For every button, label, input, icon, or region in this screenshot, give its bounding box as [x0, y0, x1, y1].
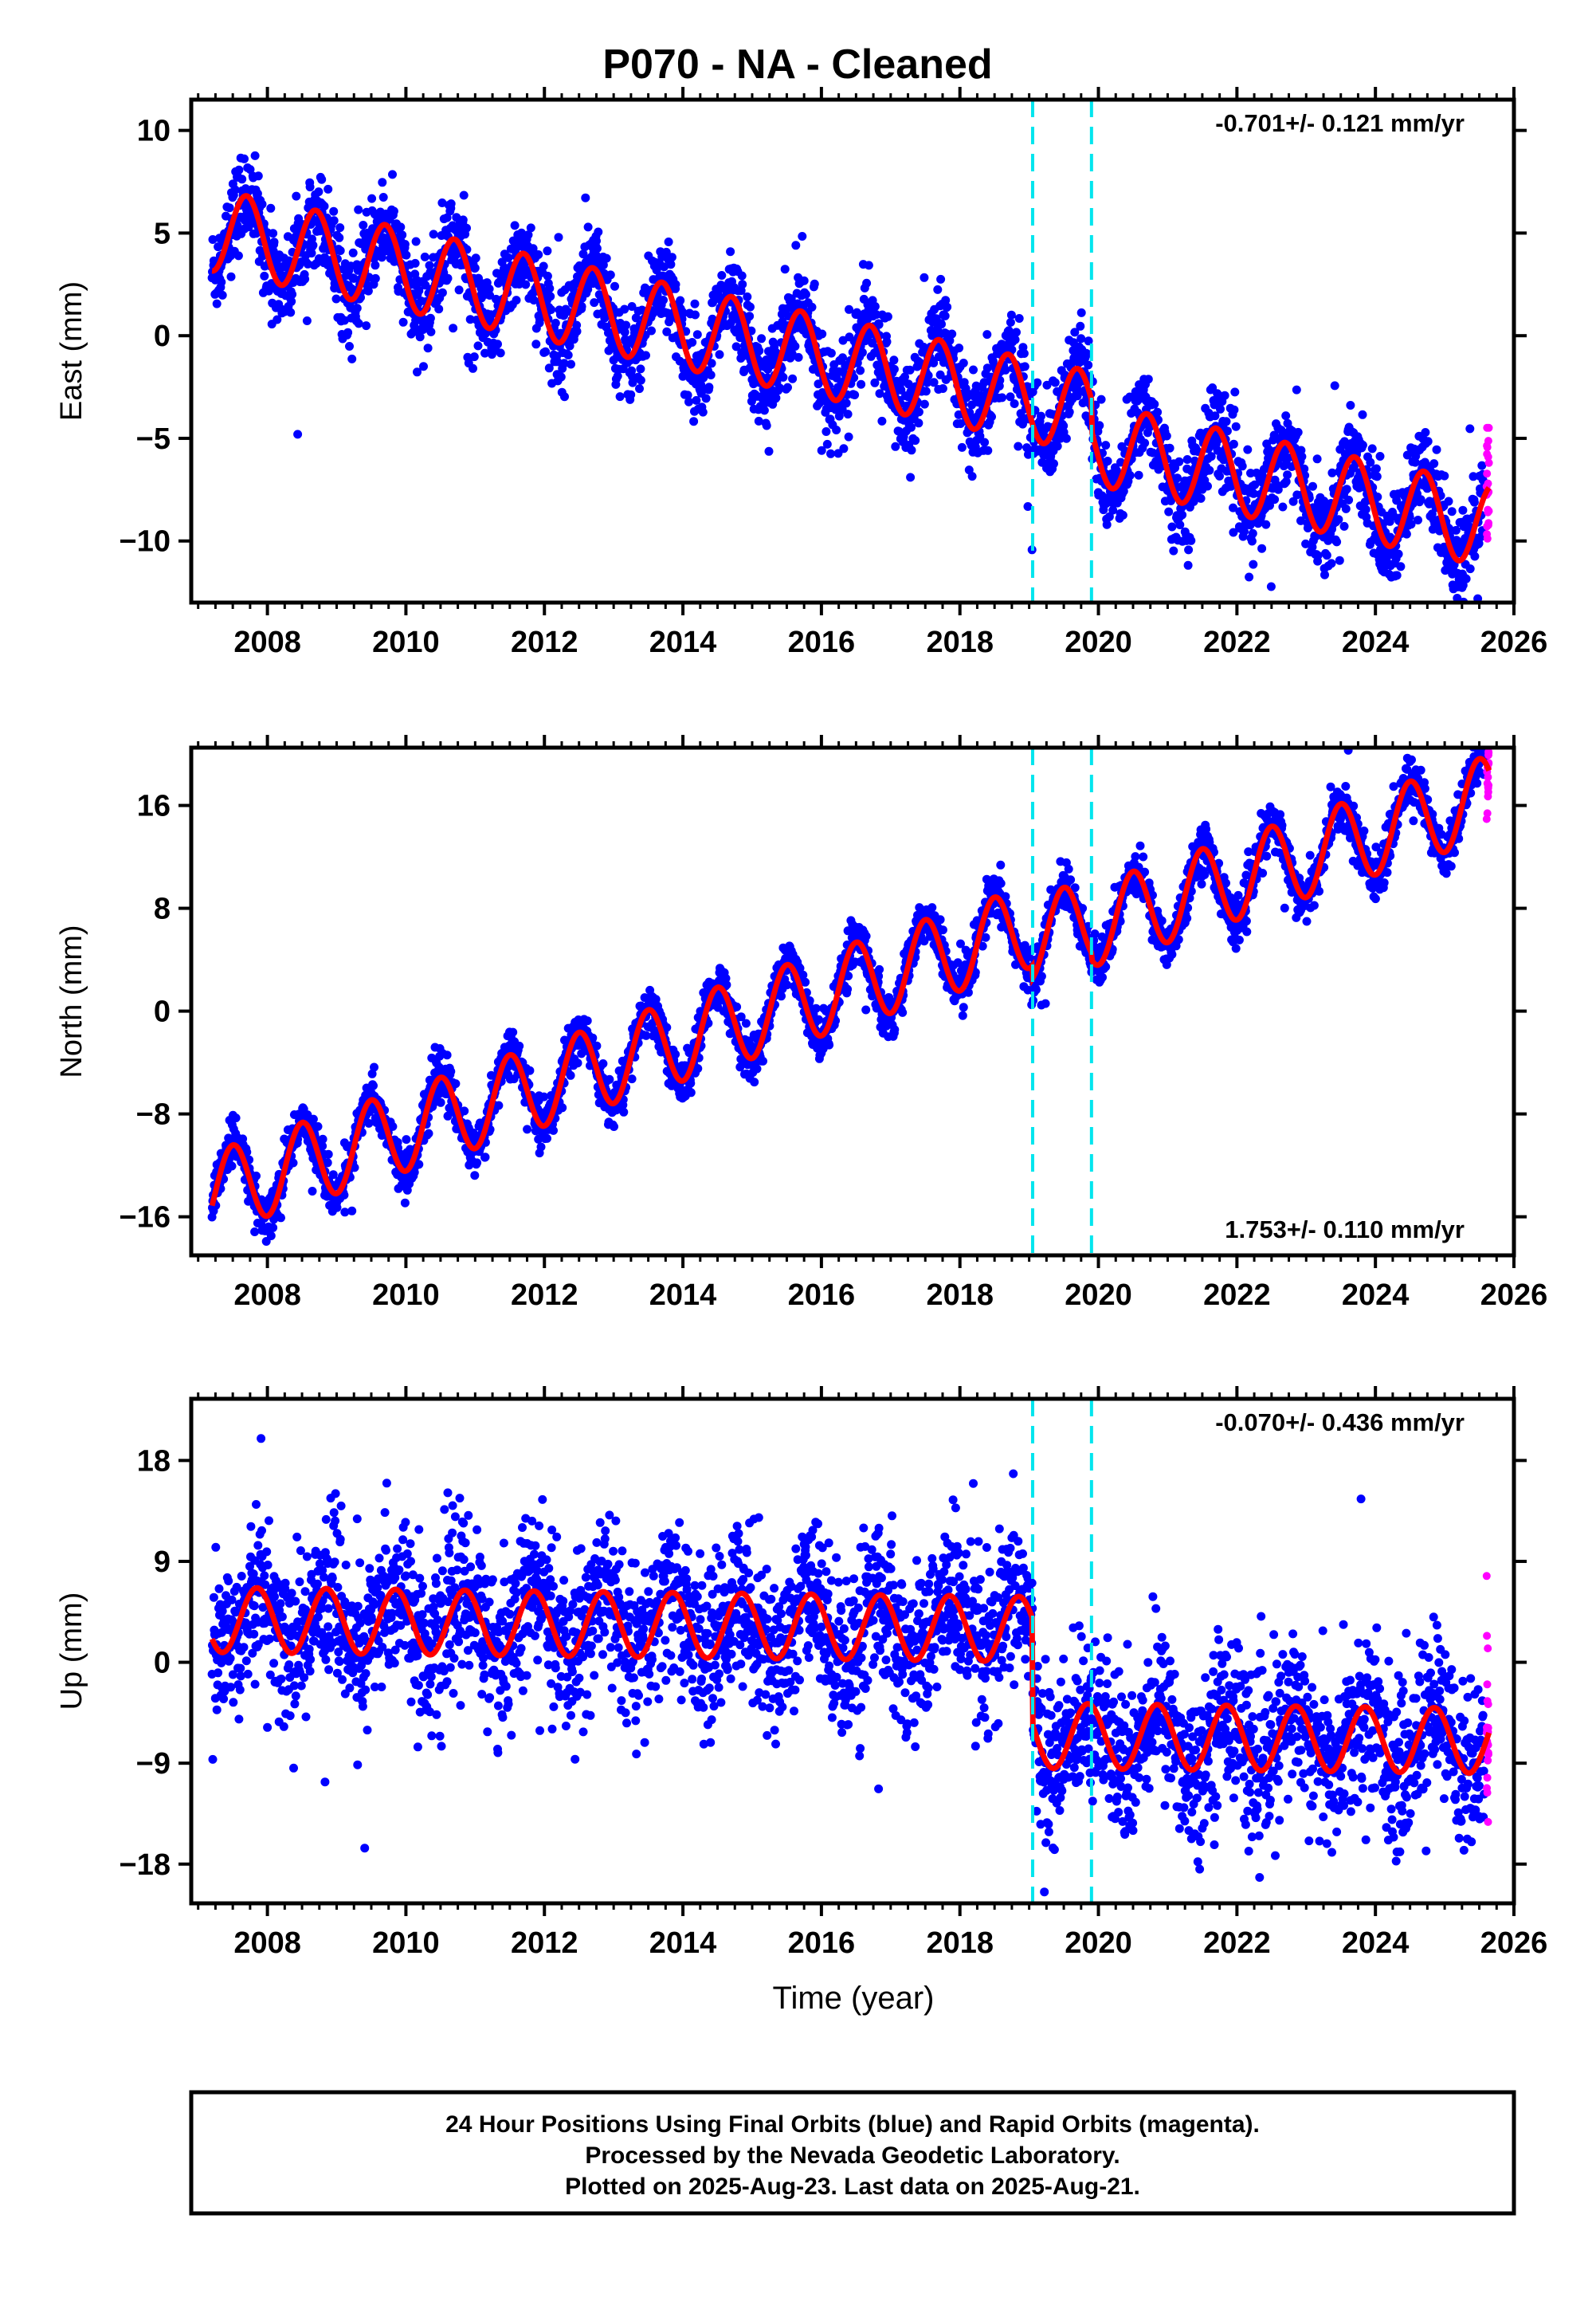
y-tick-label: −8: [136, 1098, 171, 1132]
x-tick-label: 2008: [233, 1278, 301, 1312]
x-tick-label: 2010: [372, 626, 440, 659]
x-tick-label: 2008: [233, 626, 301, 659]
final-orbit-points: [207, 1434, 1489, 1897]
up-panel: 18 9 0 −9 −18 2008 2010 2012 2014 2016 2018 2020 202…: [55, 1386, 1548, 1960]
x-tick-label: 2010: [372, 1926, 440, 1960]
y-tick-label: 10: [137, 115, 171, 148]
x-axis-label: Time (year): [773, 1981, 935, 2016]
x-tick-label: 2018: [926, 1926, 994, 1960]
x-tick-label: 2020: [1065, 626, 1132, 659]
model-fit-line: [211, 193, 1492, 564]
y-axis-label: North (mm): [55, 925, 88, 1078]
y-tick-label: 5: [154, 217, 171, 250]
velocity-rate-label: -0.070+/- 0.436 mm/yr: [1215, 1408, 1465, 1436]
y-tick-label: −18: [120, 1848, 171, 1882]
y-tick-label: 0: [154, 320, 171, 353]
x-tick-label: 2008: [233, 1926, 301, 1960]
velocity-rate-label: -0.701+/- 0.121 mm/yr: [1215, 109, 1465, 137]
y-tick-label: 16: [137, 790, 171, 823]
y-tick-label: 8: [154, 893, 171, 926]
north-panel: 16 8 0 −8 −16 2008 2010 2012 2014 2016 2018 2020 202…: [55, 735, 1548, 1312]
x-tick-label: 2026: [1480, 626, 1548, 659]
x-tick-label: 2024: [1342, 626, 1410, 659]
plot-frame: [189, 1396, 1516, 1906]
footer-line-3: Plotted on 2025-Aug-23. Last data on 202…: [565, 2174, 1140, 2200]
rapid-orbit-points: [1482, 423, 1493, 543]
x-tick-label: 2026: [1480, 1926, 1548, 1960]
x-tick-label: 2014: [649, 626, 717, 659]
chart-title: P070 - NA - Cleaned: [602, 41, 992, 88]
x-tick-label: 2024: [1342, 1926, 1410, 1960]
y-tick-label: −9: [136, 1747, 171, 1781]
y-axis-label: East (mm): [55, 281, 88, 421]
y-tick-label: −16: [120, 1201, 171, 1235]
plot-frame: [189, 745, 1516, 1258]
x-tick-label: 2020: [1065, 1278, 1132, 1312]
x-tick-label: 2014: [649, 1926, 717, 1960]
x-tick-label: 2016: [788, 1926, 856, 1960]
footer-line-2: Processed by the Nevada Geodetic Laborat…: [585, 2142, 1120, 2169]
y-axis-label: Up (mm): [55, 1592, 88, 1710]
x-tick-label: 2012: [511, 626, 578, 659]
model-fit-line: [209, 1585, 1492, 1777]
x-tick-label: 2012: [511, 1278, 578, 1312]
footer-line-1: 24 Hour Positions Using Final Orbits (bl…: [445, 2111, 1260, 2138]
y-tick-label: 18: [137, 1444, 171, 1478]
x-tick-label: 2020: [1065, 1926, 1132, 1960]
x-tick-label: 2016: [788, 1278, 856, 1312]
x-tick-label: 2024: [1342, 1278, 1410, 1312]
east-panel: 10 5 0 −5 −10 2008 2010 2012 2014 2016 2018 2020 202…: [55, 87, 1548, 659]
x-tick-label: 2018: [926, 626, 994, 659]
x-tick-label: 2026: [1480, 1278, 1548, 1312]
x-tick-label: 2022: [1203, 1926, 1271, 1960]
x-tick-label: 2010: [372, 1278, 440, 1312]
footer-box: 24 Hour Positions Using Final Orbits (bl…: [189, 2090, 1516, 2216]
velocity-rate-label: 1.753+/- 0.110 mm/yr: [1225, 1215, 1465, 1243]
x-tick-label: 2018: [926, 1278, 994, 1312]
plot-frame: [189, 97, 1516, 605]
rapid-orbit-points: [1482, 1572, 1492, 1826]
y-tick-label: 0: [154, 1647, 171, 1680]
y-tick-label: 0: [154, 996, 171, 1029]
y-tick-label: 9: [154, 1545, 171, 1579]
x-tick-label: 2012: [511, 1926, 578, 1960]
x-tick-label: 2022: [1203, 626, 1271, 659]
x-tick-label: 2016: [788, 626, 856, 659]
x-tick-label: 2022: [1203, 1278, 1271, 1312]
x-tick-label: 2014: [649, 1278, 717, 1312]
y-tick-label: −10: [120, 525, 171, 559]
model-fit-line: [209, 756, 1492, 1219]
y-tick-label: −5: [136, 422, 171, 456]
